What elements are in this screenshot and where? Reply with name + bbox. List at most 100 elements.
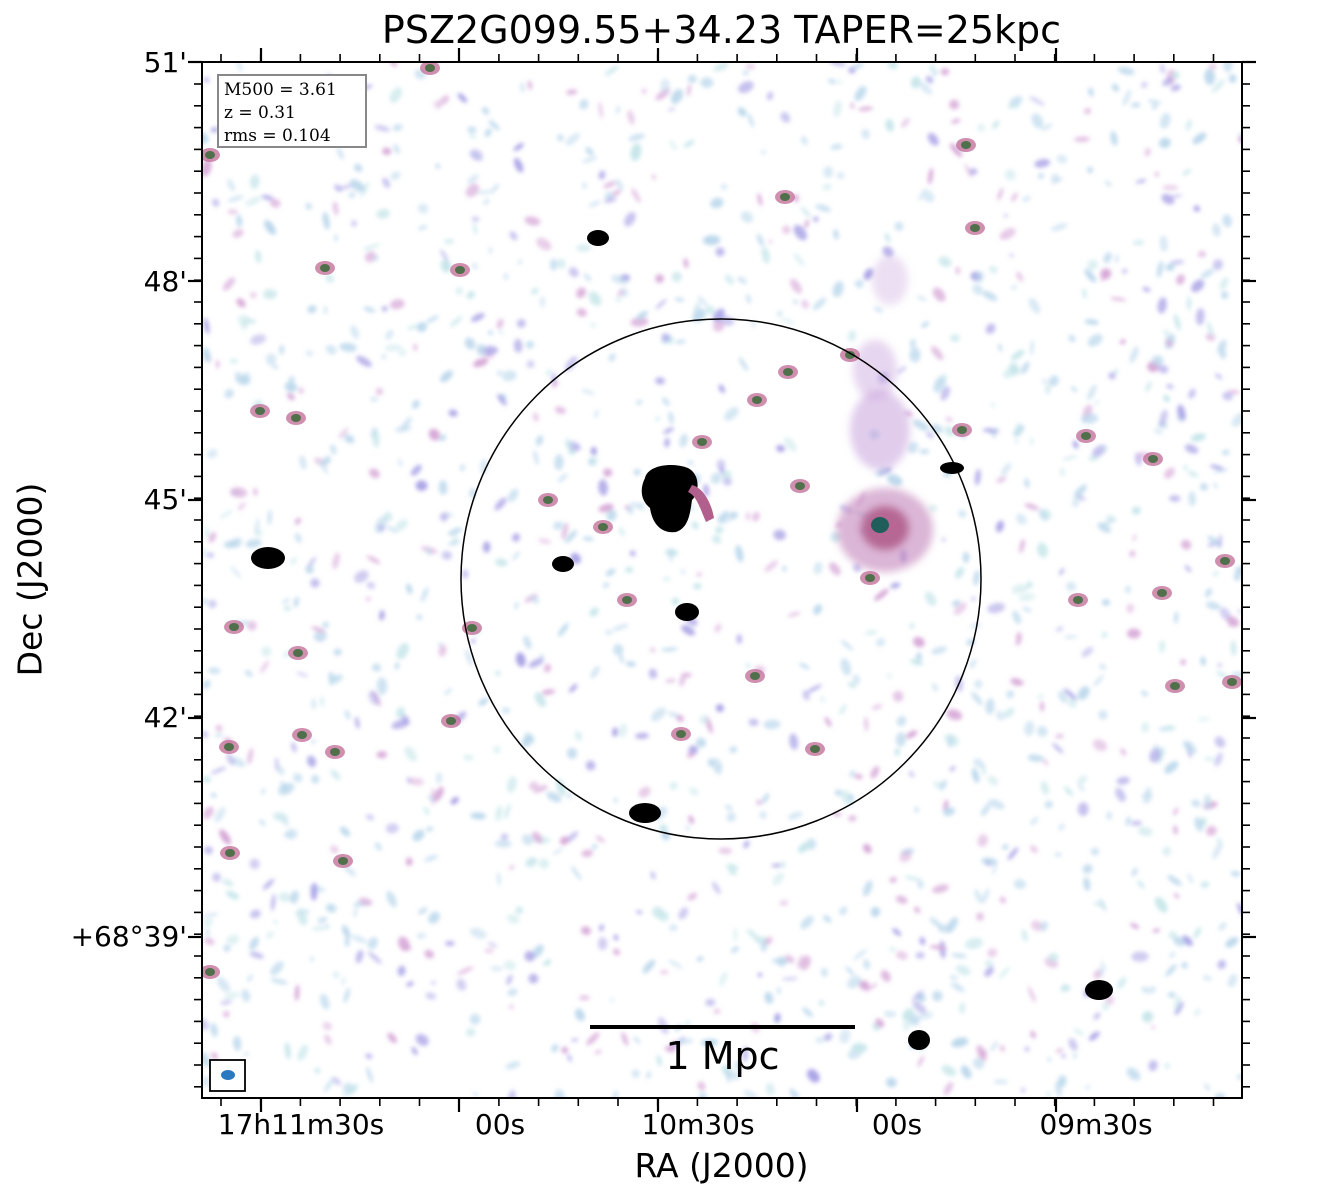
- noise-blob: [1164, 467, 1175, 479]
- noise-blob: [745, 294, 752, 304]
- noise-blob: [1172, 71, 1180, 79]
- noise-blob: [613, 644, 624, 656]
- noise-blob: [973, 570, 980, 586]
- noise-blob: [1162, 846, 1171, 856]
- noise-blob: [941, 537, 946, 542]
- noise-blob: [468, 134, 477, 139]
- noise-blob: [410, 464, 422, 476]
- noise-blob: [318, 459, 329, 475]
- noise-blob: [1131, 867, 1138, 877]
- noise-blob: [503, 273, 509, 281]
- noise-blob: [925, 75, 934, 84]
- noise-blob: [276, 765, 285, 776]
- map-title: PSZ2G099.55+34.23 TAPER=25kpc: [381, 8, 1062, 52]
- bright-source: [629, 803, 661, 823]
- noise-blob: [391, 719, 409, 730]
- noise-blob: [800, 206, 811, 218]
- noise-blob: [1059, 467, 1065, 477]
- noise-blob: [823, 166, 834, 178]
- noise-blob: [394, 425, 412, 433]
- noise-blob: [1132, 239, 1145, 246]
- noise-blob: [1115, 787, 1126, 802]
- faint-source-core: [338, 857, 348, 865]
- noise-blob: [270, 961, 284, 976]
- noise-blob: [495, 558, 508, 567]
- noise-blob: [558, 622, 569, 637]
- noise-blob: [619, 654, 624, 664]
- noise-blob: [210, 1023, 218, 1037]
- noise-blob: [674, 297, 685, 302]
- noise-blob: [598, 479, 608, 496]
- noise-blob: [633, 468, 641, 476]
- noise-blob: [325, 344, 337, 355]
- faint-source-core: [1148, 455, 1158, 463]
- noise-blob: [670, 89, 684, 104]
- noise-blob: [958, 509, 967, 518]
- noise-blob: [700, 77, 714, 88]
- noise-blob: [995, 520, 1004, 533]
- noise-blob: [448, 527, 462, 536]
- noise-blob: [519, 82, 526, 93]
- noise-blob: [212, 872, 221, 882]
- noise-blob: [457, 92, 468, 103]
- noise-blob: [1077, 686, 1090, 700]
- noise-blob: [912, 1001, 927, 1014]
- noise-blob: [820, 967, 828, 977]
- noise-blob: [820, 695, 825, 704]
- noise-blob: [236, 298, 246, 308]
- noise-blob: [743, 840, 750, 849]
- noise-blob: [1162, 77, 1173, 87]
- noise-blob: [1213, 482, 1218, 489]
- noise-blob: [338, 427, 349, 439]
- noise-blob: [278, 782, 295, 796]
- noise-blob: [484, 948, 494, 953]
- noise-blob: [938, 256, 952, 268]
- noise-blob: [864, 716, 869, 732]
- faint-source: [1165, 679, 1185, 693]
- noise-blob: [678, 907, 689, 920]
- noise-blob: [633, 1036, 641, 1044]
- noise-blob: [1222, 391, 1233, 401]
- noise-blob: [1045, 1091, 1052, 1098]
- noise-blob: [713, 62, 729, 72]
- noise-blob: [813, 561, 823, 575]
- noise-blob: [932, 69, 938, 77]
- noise-blob: [1194, 817, 1204, 832]
- noise-blob: [1116, 776, 1130, 785]
- noise-blob: [266, 931, 274, 939]
- noise-blob: [354, 716, 360, 729]
- noise-blob: [630, 317, 649, 327]
- noise-blob: [724, 804, 733, 811]
- noise-blob: [932, 287, 946, 302]
- noise-blob: [1202, 975, 1212, 981]
- noise-blob: [605, 65, 619, 76]
- noise-blob: [996, 710, 1005, 721]
- noise-blob: [861, 128, 870, 140]
- noise-blob: [500, 833, 509, 841]
- noise-blob: [1013, 879, 1026, 890]
- noise-blob: [848, 794, 854, 801]
- noise-blob: [1158, 365, 1169, 374]
- bright-source: [940, 462, 964, 474]
- noise-blob: [369, 468, 380, 479]
- noise-blob: [471, 262, 479, 270]
- noise-blob: [319, 696, 325, 707]
- noise-blob: [799, 662, 810, 670]
- noise-blob: [465, 649, 473, 667]
- noise-blob: [1055, 1048, 1064, 1053]
- noise-blob: [469, 927, 487, 939]
- noise-blob: [1008, 363, 1020, 376]
- noise-blob: [1158, 640, 1166, 653]
- faint-source: [1068, 593, 1088, 607]
- noise-blob: [362, 243, 380, 251]
- noise-blob: [1213, 571, 1219, 577]
- noise-blob: [396, 642, 409, 660]
- noise-blob: [840, 640, 854, 651]
- noise-blob: [203, 76, 210, 83]
- noise-blob: [533, 450, 539, 465]
- noise-blob: [261, 646, 272, 657]
- noise-blob: [509, 231, 518, 241]
- noise-blob: [1219, 277, 1229, 290]
- noise-blob: [996, 476, 1007, 483]
- noise-blob: [440, 249, 449, 261]
